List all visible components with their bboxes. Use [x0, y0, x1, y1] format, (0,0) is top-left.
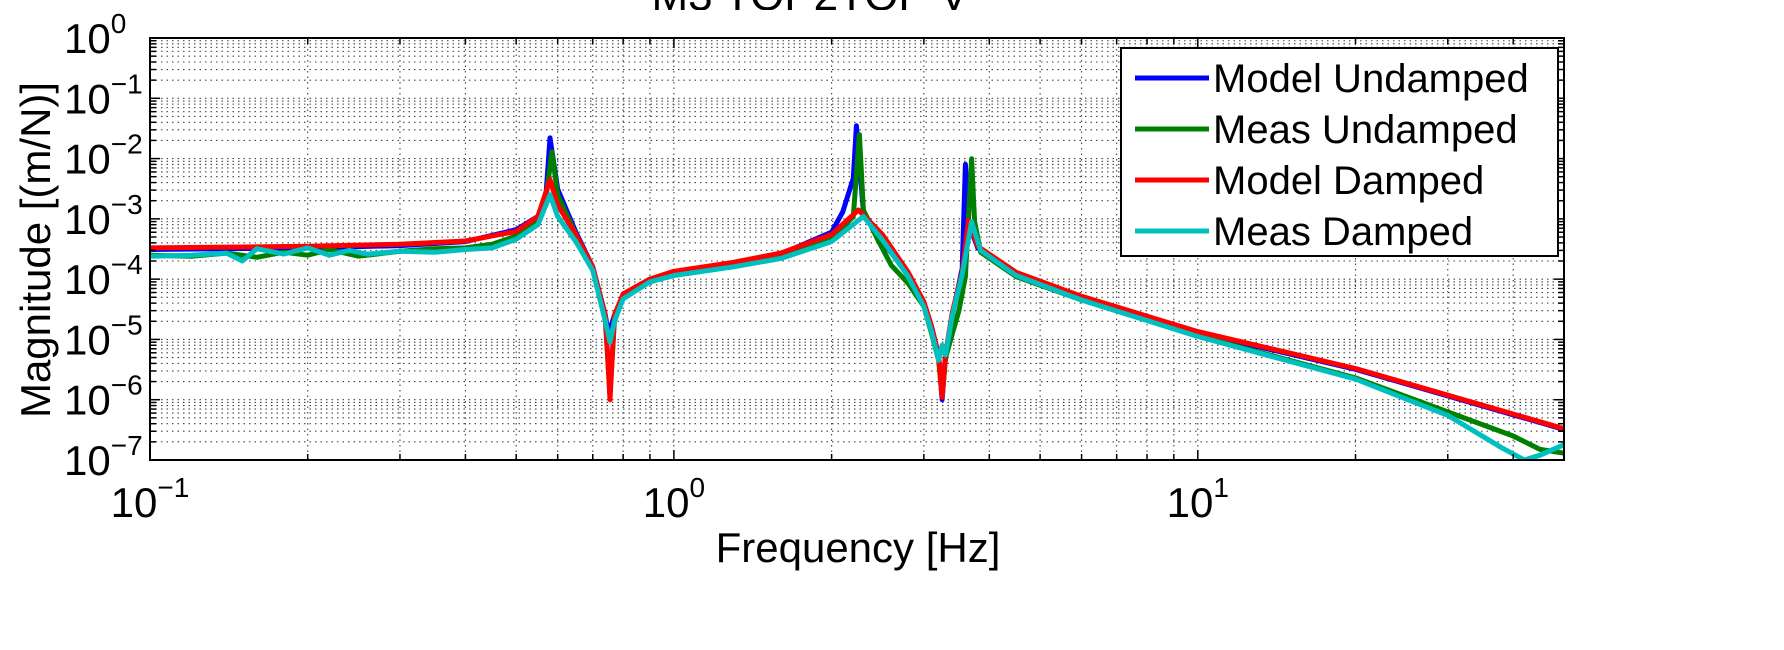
legend-label: Meas Undamped — [1213, 108, 1518, 152]
y-tick-label: 10−5 — [64, 309, 143, 363]
x-tick-labels: 10−1 100 101 — [111, 472, 1229, 526]
legend-label: Meas Damped — [1213, 210, 1473, 254]
plot-frame — [149, 37, 1565, 461]
legend-box — [1120, 47, 1559, 257]
y-tick-labels: 100 10−1 10−2 10−3 10−4 10−5 10−6 10−7 — [64, 8, 143, 484]
series-line-meas-damped — [150, 192, 1564, 460]
y-tick-label: 10−6 — [64, 370, 143, 424]
legend-label: Model Damped — [1213, 159, 1484, 203]
y-axis-label: Magnitude [(m/N)] — [12, 82, 59, 418]
y-tick-label: 10−3 — [64, 189, 143, 243]
x-tick-label: 100 — [643, 472, 705, 526]
series-line-model-undamped — [150, 123, 1564, 432]
chart-title: M3 TOP2TOP V — [651, 0, 969, 20]
y-tick-label: 100 — [64, 8, 126, 62]
y-tick-label: 10−7 — [64, 430, 143, 484]
x-axis-label: Frequency [Hz] — [716, 524, 1001, 571]
y-tick-label: 10−4 — [64, 249, 143, 303]
x-tick-label: 101 — [1167, 472, 1229, 526]
legend: Model Undamped Meas Undamped Model Damped M… — [1120, 47, 1559, 257]
y-tick-label: 10−2 — [64, 129, 143, 183]
legend-label: Model Undamped — [1213, 57, 1529, 101]
data-series — [150, 123, 1564, 460]
y-tick-label: 10−1 — [64, 68, 143, 122]
x-tick-label: 10−1 — [111, 472, 190, 526]
